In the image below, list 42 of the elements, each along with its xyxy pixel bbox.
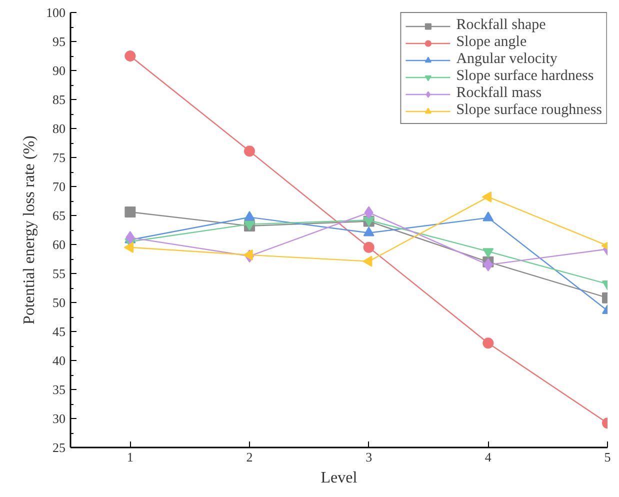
- y-tick-label: 55: [52, 266, 66, 281]
- point: [124, 206, 136, 218]
- y-tick-label: 95: [52, 34, 66, 49]
- y-axis-title: Potential energy loss rate (%): [21, 136, 38, 324]
- point: [363, 226, 374, 236]
- x-tick-label: 3: [366, 450, 372, 464]
- x-tick-label: 2: [246, 450, 253, 464]
- y-tick-label: 40: [52, 353, 66, 368]
- y-tick-label: 45: [52, 324, 66, 339]
- point: [243, 249, 253, 260]
- x-tick-label: 5: [604, 450, 611, 464]
- point: [484, 258, 493, 272]
- y-tick-label: 25: [52, 440, 66, 455]
- y-tick-label: 90: [52, 63, 66, 78]
- point: [362, 256, 372, 267]
- y-tick-label: 60: [52, 237, 66, 252]
- legend-label: Angular velocity: [456, 51, 558, 68]
- legend-label: Slope surface roughness: [456, 102, 602, 119]
- x-tick-label: 1: [126, 450, 134, 464]
- y-tick-label: 70: [52, 179, 66, 194]
- y-tick-label: 30: [52, 411, 66, 426]
- y-tick-label: 65: [52, 208, 66, 223]
- point: [363, 242, 374, 253]
- point: [124, 50, 136, 62]
- point: [364, 206, 374, 220]
- point: [482, 212, 494, 222]
- y-tick-label: 100: [46, 5, 66, 20]
- point: [482, 191, 492, 202]
- y-tick-label: 50: [52, 295, 66, 310]
- point: [244, 146, 255, 157]
- legend-label: Slope angle: [456, 34, 527, 51]
- x-axis-title: Level: [320, 470, 358, 486]
- point: [482, 338, 494, 349]
- legend-label: Rockfall mass: [456, 85, 542, 102]
- point: [244, 210, 255, 221]
- x-tick-label: 4: [484, 450, 492, 464]
- legend-label: Rockfall shape: [456, 17, 546, 34]
- legend-label: Slope surface hardness: [456, 68, 594, 85]
- y-tick-label: 85: [52, 92, 66, 107]
- y-tick-label: 80: [52, 121, 66, 136]
- y-tick-label: 35: [52, 382, 66, 397]
- y-tick-label: 75: [52, 150, 66, 165]
